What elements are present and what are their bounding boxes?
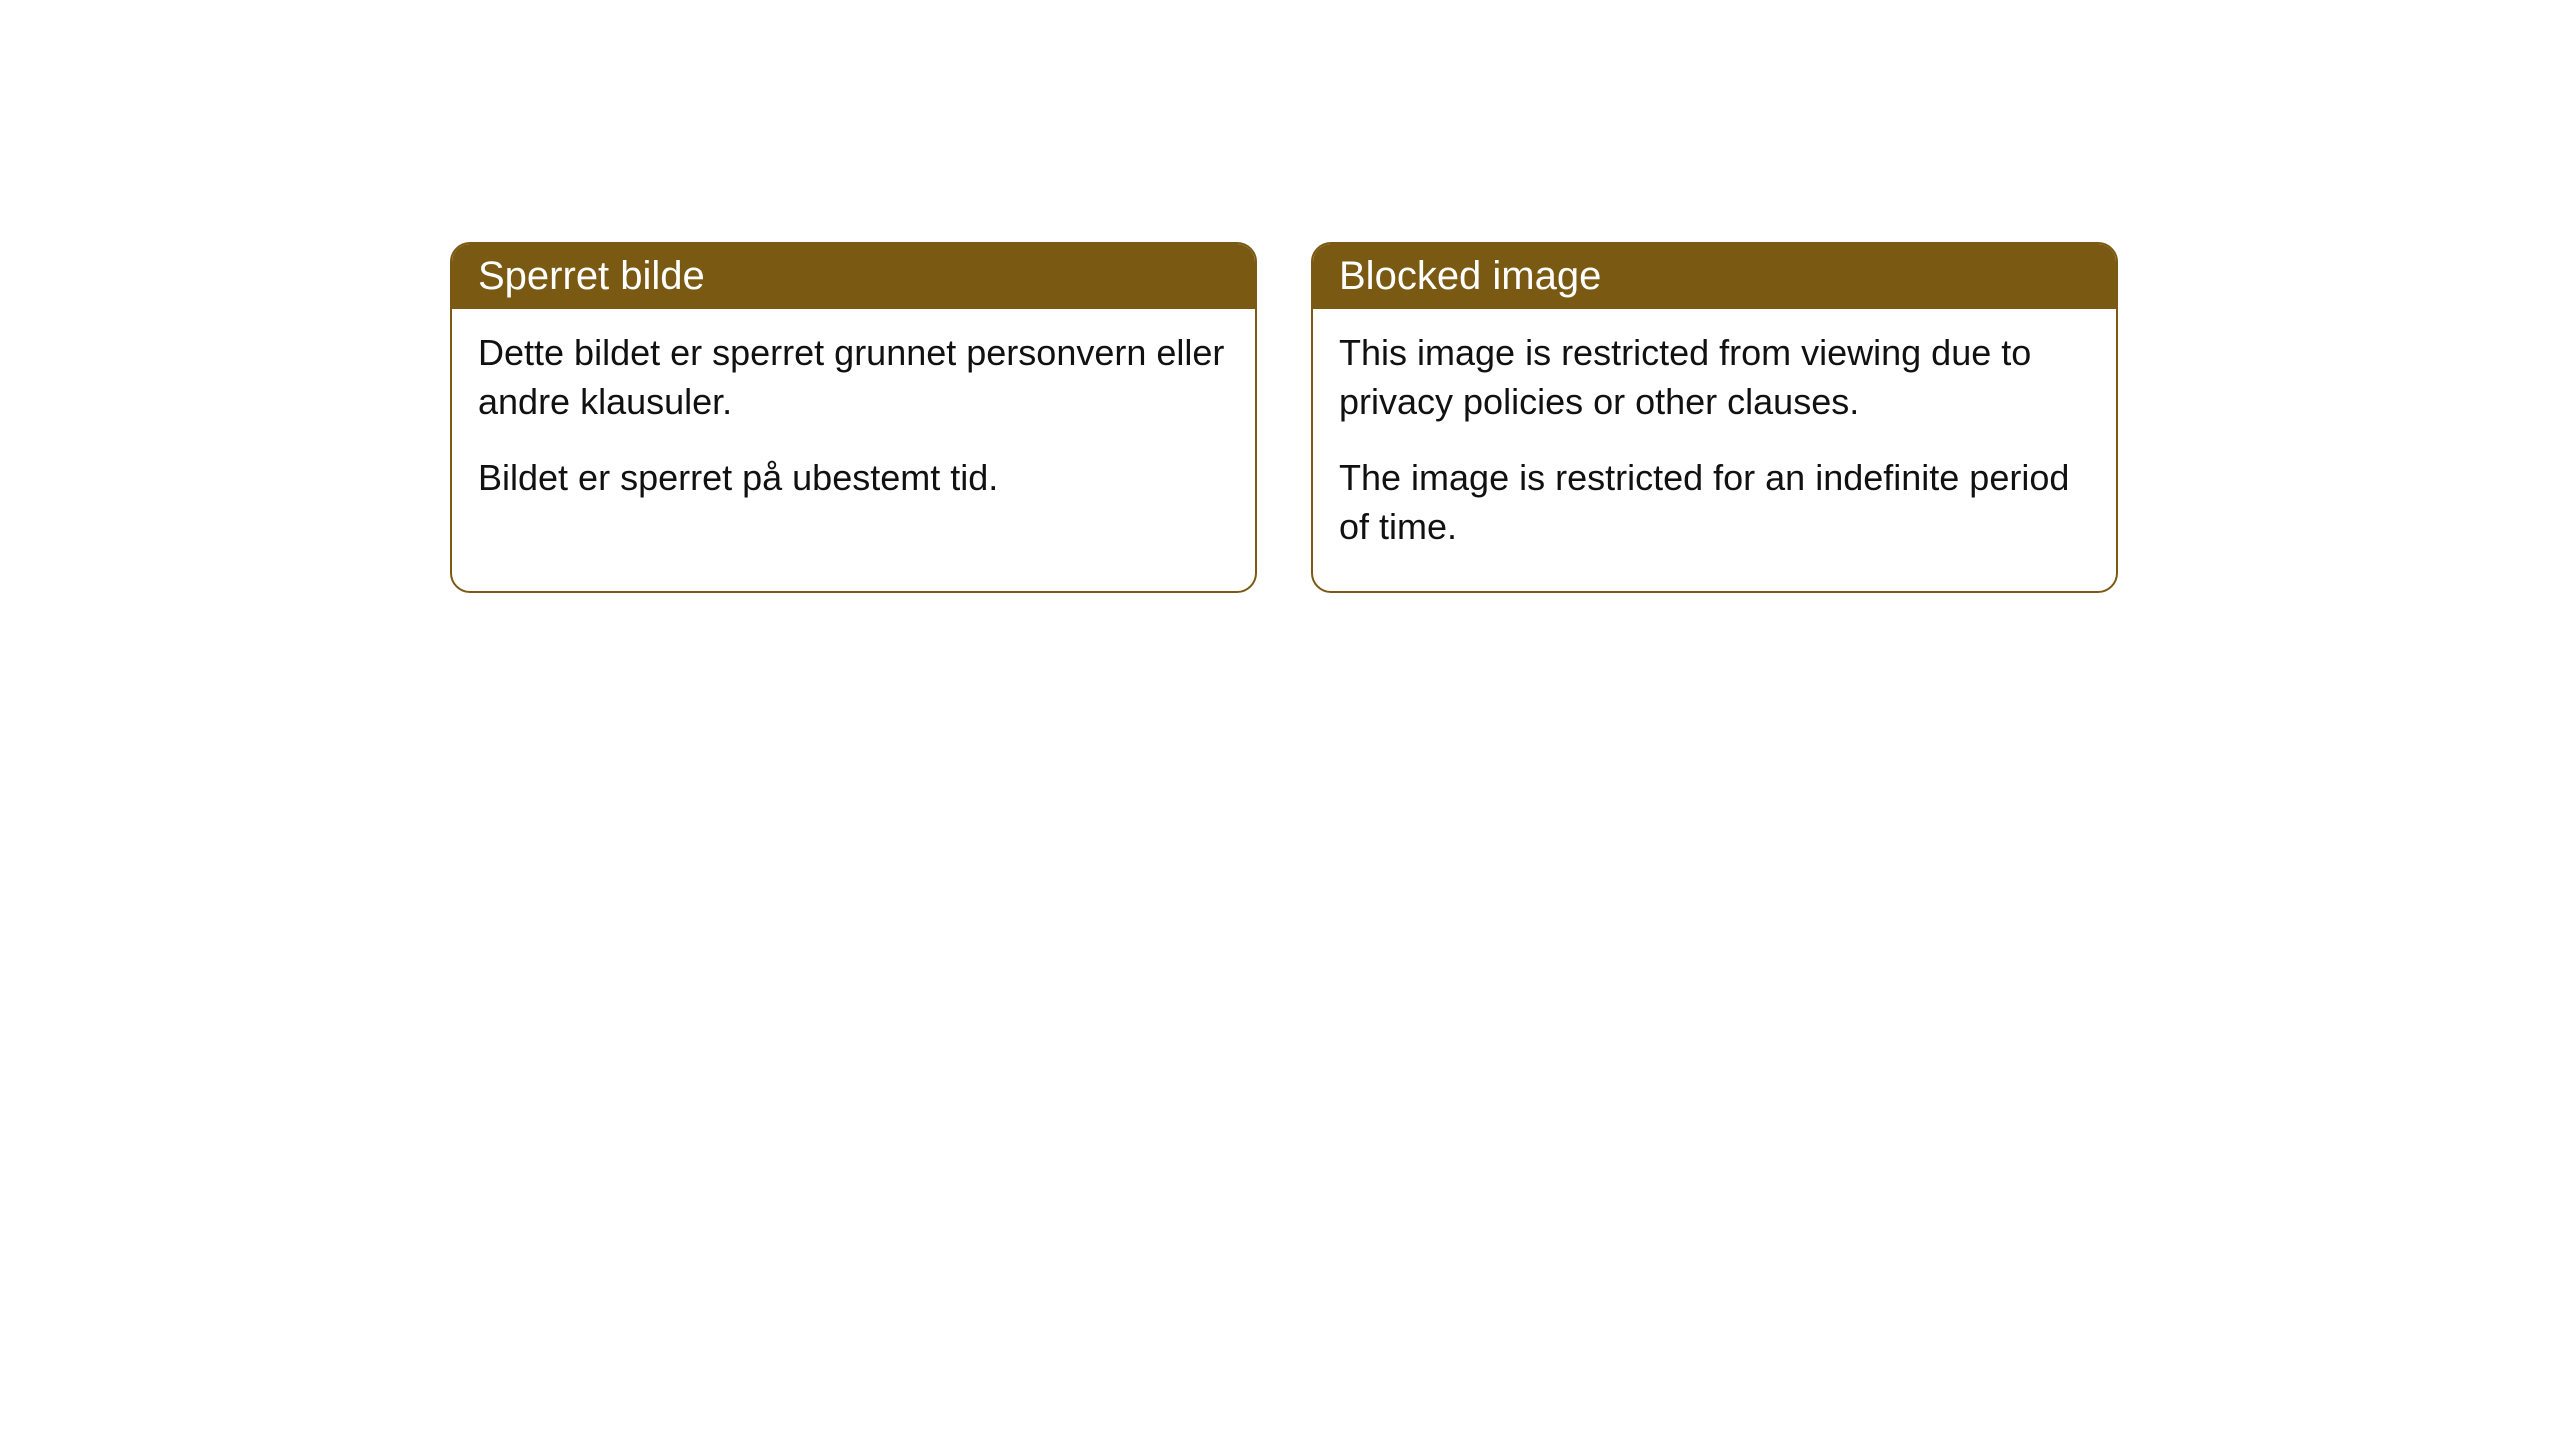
card-paragraph: Dette bildet er sperret grunnet personve…: [478, 329, 1229, 426]
card-paragraph: Bildet er sperret på ubestemt tid.: [478, 454, 1229, 503]
card-paragraph: The image is restricted for an indefinit…: [1339, 454, 2090, 551]
notice-card-norwegian: Sperret bilde Dette bildet er sperret gr…: [450, 242, 1257, 593]
card-paragraph: This image is restricted from viewing du…: [1339, 329, 2090, 426]
card-body: Dette bildet er sperret grunnet personve…: [452, 309, 1255, 543]
card-title: Sperret bilde: [452, 244, 1255, 309]
notice-card-english: Blocked image This image is restricted f…: [1311, 242, 2118, 593]
card-title: Blocked image: [1313, 244, 2116, 309]
notice-cards-container: Sperret bilde Dette bildet er sperret gr…: [450, 242, 2118, 593]
card-body: This image is restricted from viewing du…: [1313, 309, 2116, 591]
